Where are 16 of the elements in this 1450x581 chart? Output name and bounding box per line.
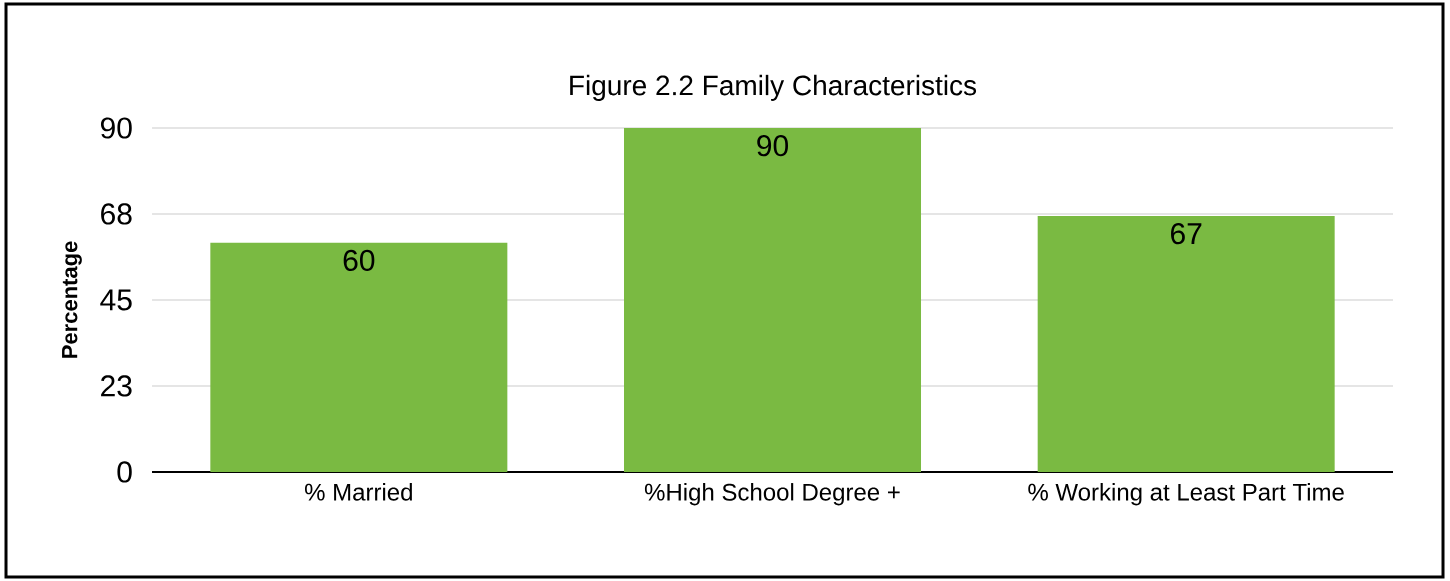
x-tick-label: % Married [305, 483, 412, 501]
data-label: 90 [757, 135, 788, 157]
data-label: 67 [1171, 222, 1202, 245]
x-tick-label: %High School Degree + [644, 483, 900, 506]
data-label: 60 [343, 249, 375, 271]
y-tick-label: 23 [101, 375, 132, 397]
x-tick-label: % Working at Least Part Time [1028, 483, 1344, 506]
bar [1037, 215, 1335, 472]
bar [210, 242, 508, 472]
y-tick-label: 90 [100, 117, 132, 139]
y-tick-label: 68 [101, 203, 132, 225]
bar [624, 128, 922, 472]
y-axis-title: Percentage [62, 241, 82, 358]
y-tick-label: 0 [117, 461, 132, 483]
chart-title: Figure 2.2 Family Characteristics [570, 74, 977, 101]
y-tick-label: 45 [100, 289, 132, 311]
